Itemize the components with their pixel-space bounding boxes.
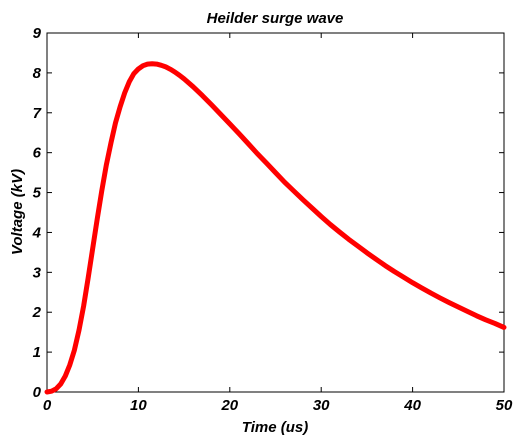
- y-tick-label: 2: [32, 304, 42, 321]
- x-tick-label: 20: [220, 397, 238, 414]
- chart-title: Heilder surge wave: [207, 10, 344, 27]
- x-tick-label: 50: [496, 397, 513, 414]
- x-tick-label: 30: [313, 397, 330, 414]
- y-tick-label: 1: [33, 344, 41, 361]
- y-tick-label: 3: [33, 264, 42, 281]
- plot-area: [46, 32, 505, 393]
- y-axis-label: Voltage (kV): [9, 169, 26, 255]
- x-tick-label: 40: [403, 397, 421, 414]
- x-tick-label: 0: [43, 397, 52, 414]
- x-axis-label: Time (us): [242, 419, 308, 436]
- x-tick-label: 10: [130, 397, 147, 414]
- y-tick-label: 0: [33, 384, 42, 401]
- series-line: [44, 61, 507, 395]
- tick-group: 0 10 20 30 40 50 0 1 2 3 4 5 6 7 8 9: [32, 25, 513, 414]
- y-tick-label: 5: [33, 185, 42, 202]
- y-tick-label: 9: [33, 25, 42, 42]
- y-tick-label: 8: [33, 65, 42, 82]
- y-tick-label: 4: [32, 224, 42, 241]
- y-tick-label: 7: [33, 105, 42, 122]
- y-tick-label: 6: [33, 145, 42, 162]
